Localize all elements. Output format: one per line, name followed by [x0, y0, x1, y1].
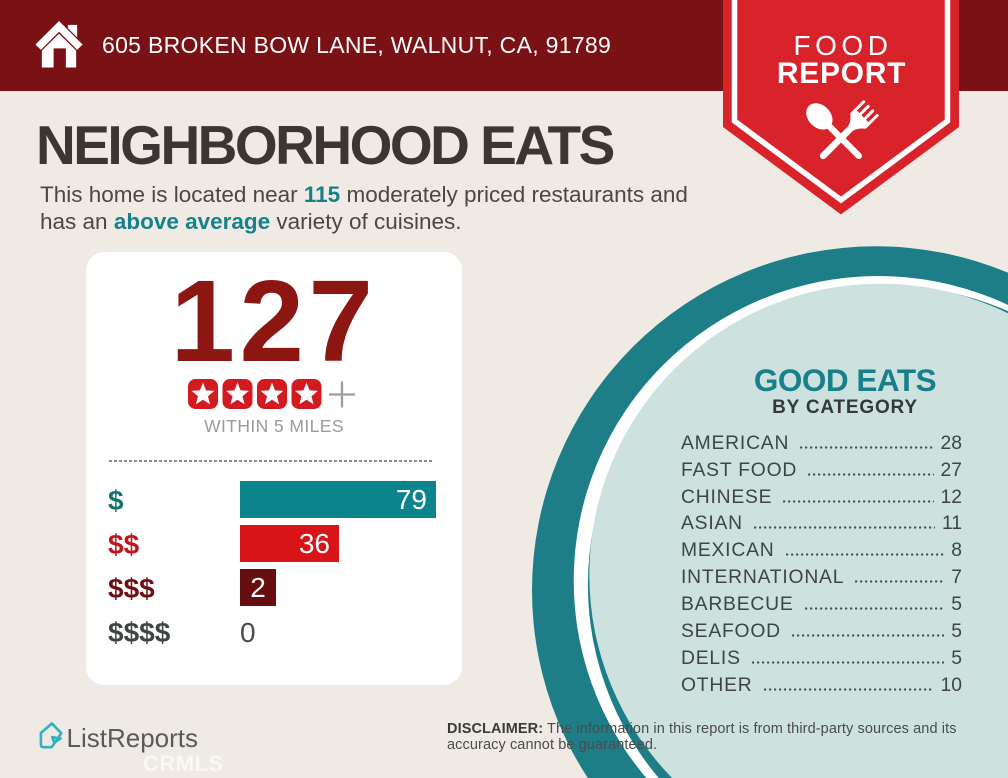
svg-text:REPORT: REPORT	[777, 57, 906, 90]
svg-text:FOOD: FOOD	[794, 30, 893, 61]
